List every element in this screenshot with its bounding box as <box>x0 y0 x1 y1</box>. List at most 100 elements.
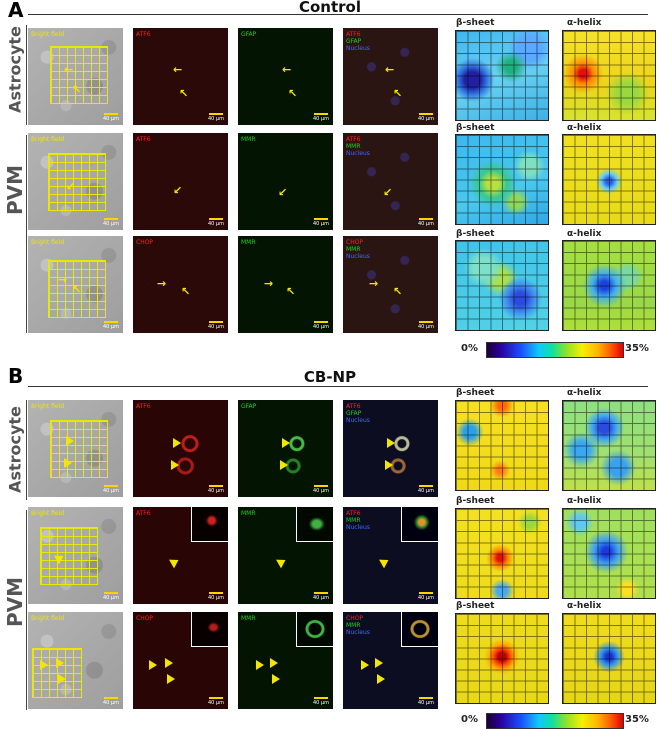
scale-bar: 40 μm <box>103 697 119 706</box>
control-pvm-chop-alpha-map <box>562 240 656 331</box>
cbnp-astrocyte-beta-map <box>455 400 549 491</box>
cbnp-pvm-chop-mmr: MMR 40 μm <box>238 612 333 709</box>
arrow-icon: ↙ <box>173 184 183 197</box>
arrow-icon: ↖ <box>72 283 82 296</box>
tile-label: Bright field <box>31 239 65 246</box>
row-label-astrocyte-b: Astrocyte <box>5 406 25 493</box>
tile-label: MMR <box>241 136 256 143</box>
panel-a-divider <box>28 14 648 15</box>
tile-label: GFAP <box>241 31 257 38</box>
control-pvm-atf6-merge: ATF6 MMR Nucleus ↙ 40 μm <box>343 133 438 230</box>
scale-bar: 40 μm <box>208 218 224 227</box>
scale-bar: 40 μm <box>103 218 119 227</box>
tile-label: Bright field <box>31 136 65 143</box>
tile-label: Bright field <box>31 403 65 410</box>
scale-bar: 40 μm <box>313 321 329 330</box>
measurement-grid <box>40 527 98 585</box>
arrowhead-icon <box>256 660 264 670</box>
tile-label: Bright field <box>31 31 65 38</box>
tile-label: GFAP <box>241 403 257 410</box>
arrow-icon: ↖ <box>179 87 189 100</box>
colorbar <box>486 342 624 358</box>
arrowhead-icon <box>272 674 280 684</box>
arrowhead-icon <box>282 438 290 448</box>
tile-label: ATF6 <box>136 31 151 38</box>
tile-label: CHOP MMR Nucleus <box>346 239 370 260</box>
control-pvm-atf6-brightfield: Bright field ↙ 40 μm <box>28 133 123 230</box>
arrowhead-icon <box>377 674 385 684</box>
map-label-alpha: α-helix <box>567 123 602 133</box>
row-bracket-astrocyte-b <box>26 400 27 500</box>
scale-bar: 40 μm <box>313 218 329 227</box>
arrowhead-icon <box>387 438 395 448</box>
control-pvm-chop-brightfield: Bright field → ↖ 40 μm <box>28 236 123 333</box>
map-label-beta: β-sheet <box>456 601 495 611</box>
arrow-icon: ↙ <box>278 186 288 199</box>
cbnp-pvm-atf6-merge: ATF6 MMR Nucleus 40 μm <box>343 507 438 604</box>
cbnp-astrocyte-atf6: ATF6 40 μm <box>133 400 228 497</box>
measurement-grid <box>48 153 106 211</box>
scale-bar: 40 μm <box>418 697 434 706</box>
arrowhead-icon <box>58 674 66 684</box>
scale-bar: 40 μm <box>313 592 329 601</box>
arrowhead-icon <box>276 555 288 569</box>
arrowhead-icon <box>171 460 179 470</box>
tile-label: CHOP MMR Nucleus <box>346 615 370 636</box>
cbnp-pvm-atf6-beta-map <box>455 508 549 599</box>
map-label-alpha: α-helix <box>567 388 602 398</box>
row-label-pvm-b: PVM <box>3 576 27 628</box>
cbnp-pvm-mmr: MMR 40 μm <box>238 507 333 604</box>
control-pvm-atf6-alpha-map <box>562 134 656 225</box>
cbnp-pvm-atf6: ATF6 40 μm <box>133 507 228 604</box>
colorbar <box>486 713 624 729</box>
control-pvm-chop: CHOP → ↖ 40 μm <box>133 236 228 333</box>
cbnp-astrocyte-merge: ATF6 GFAP Nucleus 40 μm <box>343 400 438 497</box>
arrow-icon: ↙ <box>383 186 393 199</box>
tile-label: ATF6 MMR Nucleus <box>346 510 370 531</box>
measurement-grid <box>50 46 108 104</box>
panel-b-letter: B <box>8 364 24 388</box>
arrow-icon: ↖ <box>72 83 82 96</box>
arrowhead-icon <box>66 436 74 446</box>
cbnp-pvm-atf6-alpha-map <box>562 508 656 599</box>
arrowhead-icon <box>165 658 173 668</box>
arrow-icon: → <box>157 277 167 290</box>
control-astrocyte-atf6: ATF6 ← ↖ 40 μm <box>133 28 228 125</box>
zoom-inset <box>191 507 228 542</box>
cbnp-pvm-chop: CHOP 40 μm <box>133 612 228 709</box>
arrow-icon: ← <box>64 63 74 76</box>
scale-bar: 40 μm <box>313 113 329 122</box>
arrow-icon: ↖ <box>393 87 403 100</box>
scale-bar: 40 μm <box>208 321 224 330</box>
map-label-beta: β-sheet <box>456 229 495 239</box>
scale-bar: 40 μm <box>313 485 329 494</box>
scale-bar: 40 μm <box>418 321 434 330</box>
zoom-inset <box>401 612 438 647</box>
control-pvm-mmr: MMR ↙ 40 μm <box>238 133 333 230</box>
panel-b-title: CB-NP <box>303 368 357 386</box>
scale-bar: 40 μm <box>103 485 119 494</box>
arrow-icon: ← <box>385 63 395 76</box>
scale-bar: 40 μm <box>103 321 119 330</box>
arrowhead-icon <box>379 555 391 569</box>
arrow-icon: ↙ <box>66 180 76 193</box>
colorbar-max-label: 35% <box>625 343 649 354</box>
tile-label: ATF6 GFAP Nucleus <box>346 31 370 52</box>
arrowhead-icon <box>270 658 278 668</box>
control-astrocyte-gfap: GFAP ← ↖ 40 μm <box>238 28 333 125</box>
cbnp-pvm-chop-alpha-map <box>562 613 656 704</box>
arrow-icon: ↖ <box>288 87 298 100</box>
zoom-inset <box>401 507 438 542</box>
scale-bar: 40 μm <box>208 485 224 494</box>
cbnp-pvm-atf6-brightfield: Bright field 40 μm <box>28 507 123 604</box>
arrowhead-icon <box>56 658 64 668</box>
cbnp-astrocyte-alpha-map <box>562 400 656 491</box>
arrowhead-icon <box>40 660 48 670</box>
arrowhead-icon <box>173 438 181 448</box>
cbnp-pvm-chop-brightfield: Bright field 40 μm <box>28 612 123 709</box>
row-bracket-pvm-a <box>26 135 27 333</box>
control-pvm-chop-mmr: MMR → ↖ 40 μm <box>238 236 333 333</box>
scale-bar: 40 μm <box>313 697 329 706</box>
scale-bar: 40 μm <box>418 485 434 494</box>
panel-a-title: Control <box>298 0 361 16</box>
